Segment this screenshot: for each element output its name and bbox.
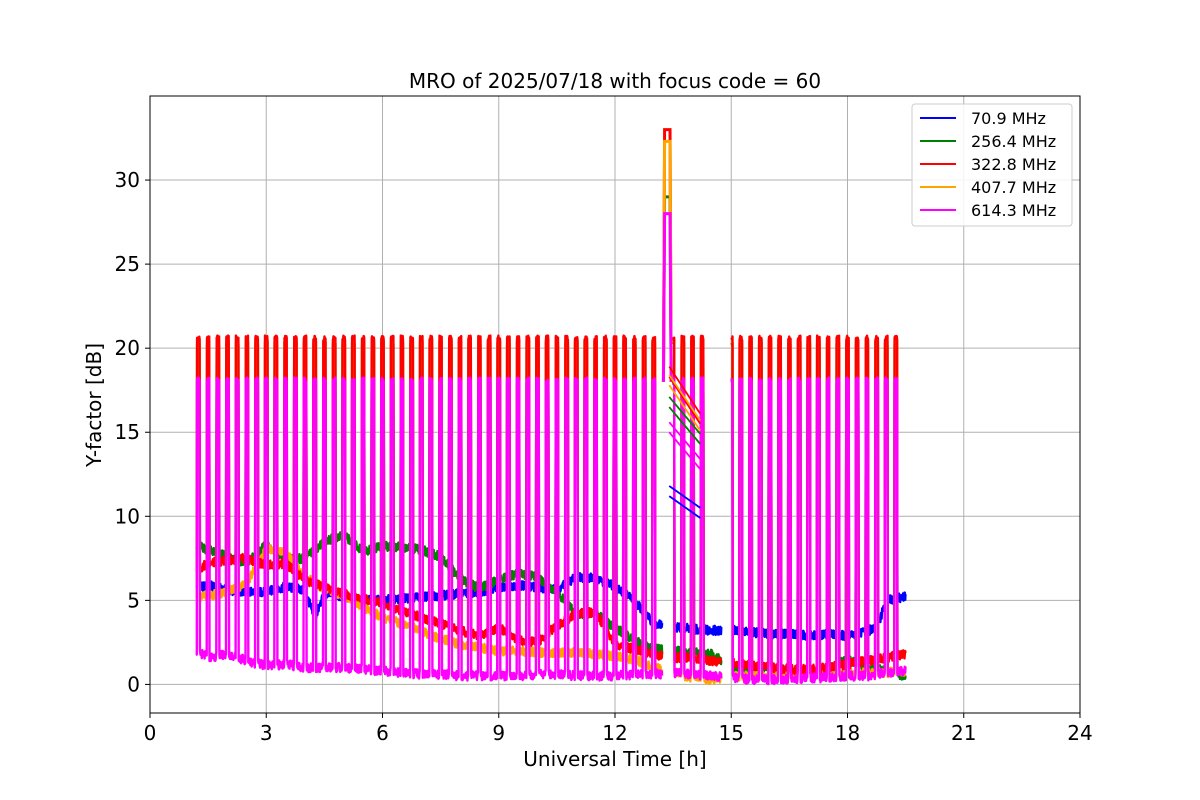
legend-label-407-7-mhz: 407.7 MHz [971,178,1056,197]
y-tick-label: 25 [115,252,140,276]
y-tick-label: 30 [115,168,140,192]
anomaly-decay-256-4-mhz [668,406,701,445]
x-tick-label: 21 [951,721,976,745]
series-line-614-3-mhz [730,376,907,686]
anomaly-spike-614-3-mhz [661,212,673,382]
legend-label-256-4-mhz: 256.4 MHz [971,132,1056,151]
anomaly-decay-614-3-mhz [668,421,701,460]
anomaly-decay-70-9-mhz [668,485,701,509]
x-tick-label: 12 [602,721,627,745]
series-line-614-3-mhz [672,376,723,682]
anomaly-decay-407-7-mhz [668,384,701,432]
legend-label-322-8-mhz: 322.8 MHz [971,155,1056,174]
x-tick-label: 3 [260,721,273,745]
anomaly-decay-322-8-mhz [668,376,702,425]
anomaly-decay-70-9-mhz [668,495,701,519]
anomaly-decay-256-4-mhz [668,396,701,435]
series-line-614-3-mhz [195,376,664,682]
x-tick-label: 15 [719,721,744,745]
anomaly-decay-407-7-mhz [668,374,701,421]
anomaly-decay-322-8-mhz [668,366,702,415]
y-axis-label: Y-factor [dB] [82,343,106,468]
y-tick-label: 5 [127,588,140,612]
x-tick-label: 0 [144,721,157,745]
x-tick-label: 24 [1067,721,1092,745]
y-tick-label: 20 [115,336,140,360]
x-tick-label: 6 [376,721,389,745]
chart-title: MRO of 2025/07/18 with focus code = 60 [409,69,821,93]
legend-frame [911,103,1073,227]
y-tick-label: 15 [115,420,140,444]
legend-label-70-9-mhz: 70.9 MHz [971,109,1046,128]
series-line-322-8-mhz [730,334,907,676]
y-tick-label: 10 [115,504,140,528]
x-tick-label: 18 [835,721,860,745]
legend-label-614-3-mhz: 614.3 MHz [971,201,1056,220]
axis-ticks: 0 3 6 9 12 15 18 21 24 0 5 10 15 20 25 30 [115,168,1093,745]
legend: 70.9 MHz 256.4 MHz 322.8 MHz 407.7 MHz 614.3… [911,103,1073,227]
plot-area [195,128,907,686]
series-group [195,128,907,686]
x-axis-label: Universal Time [h] [523,747,706,771]
anomaly-decay-614-3-mhz [668,431,701,470]
y-tick-label: 0 [127,672,140,696]
x-tick-label: 9 [492,721,505,745]
